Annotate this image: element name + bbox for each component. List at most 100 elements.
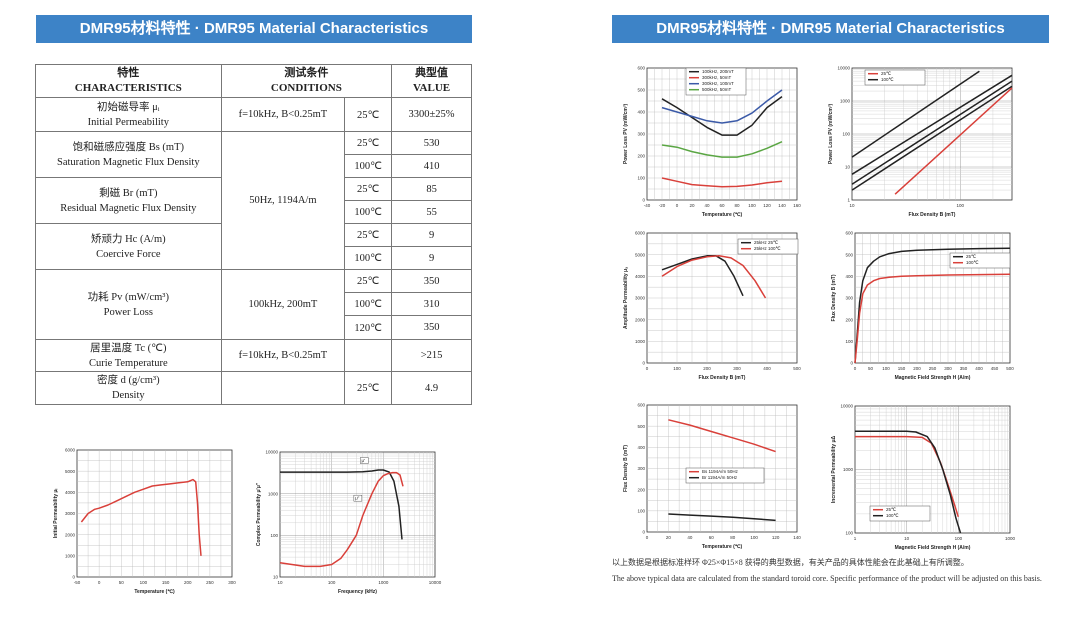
x-tick-label: 250 xyxy=(206,580,214,585)
x-tick-label: 400 xyxy=(763,366,771,371)
x-tick-label: 100 xyxy=(957,203,965,208)
series-line xyxy=(894,87,1013,195)
y-tick-label: 1000 xyxy=(268,491,279,496)
y-tick-label: 2000 xyxy=(65,532,76,537)
y-tick-label: 100 xyxy=(637,508,645,513)
header-value: 典型值 VALUE xyxy=(391,64,472,98)
x-tick-label: 120 xyxy=(763,203,771,208)
series-line xyxy=(280,469,403,540)
temperature-cell: 25℃ xyxy=(344,223,393,247)
series-line xyxy=(854,247,1011,364)
x-tick-label: 60 xyxy=(709,535,715,540)
legend-box xyxy=(869,505,931,522)
property-cell: 密度 d (g/cm³) Density xyxy=(35,371,222,405)
y-tick-label: 500 xyxy=(845,252,853,257)
y-axis-label: Initial Permeability μᵢ xyxy=(53,489,59,539)
legend-label: 100℃ xyxy=(881,77,895,82)
amplitude-permeability-chart: 0 100 200 300 400 500010002000300040005000600… xyxy=(623,231,801,381)
x-tick-label: 200 xyxy=(184,580,192,585)
value-cell: 9 xyxy=(391,246,472,270)
legend-box xyxy=(685,467,765,484)
x-tick-label: 300 xyxy=(733,366,741,371)
temperature-cell: 25℃ xyxy=(344,269,393,293)
y-tick-label: 4000 xyxy=(65,490,76,495)
plot-area xyxy=(279,451,436,578)
condition-cell: 50Hz, 1194A/m xyxy=(220,131,346,270)
x-tick-label: -40 xyxy=(644,203,651,208)
y-tick-label: 0 xyxy=(642,361,645,366)
value-cell: 350 xyxy=(391,269,472,293)
legend-label: Br 1194A/m 50Hz xyxy=(702,475,738,480)
x-axis-label: Temperature (℃) xyxy=(134,588,175,595)
x-tick-label: 0 xyxy=(676,203,679,208)
value-cell: 350 xyxy=(391,315,472,340)
x-tick-label: -20 xyxy=(659,203,666,208)
x-tick-label: 0 xyxy=(854,366,857,371)
grid xyxy=(855,233,1010,363)
legend-label: Bs 1194A/m 50Hz xyxy=(702,469,739,474)
temperature-cell: 25℃ xyxy=(344,131,393,155)
x-tick-label: 10 xyxy=(277,580,283,585)
permeability-vs-temperature-chart: -50 0 50 100 150 200 250 3000100020003000400050… xyxy=(53,448,236,595)
x-tick-label: 100 xyxy=(750,535,758,540)
legend-label: 100℃ xyxy=(966,260,980,265)
legend-label: 100℃ xyxy=(886,513,900,518)
y-tick-label: 500 xyxy=(637,424,645,429)
y-tick-label: 100 xyxy=(845,531,853,536)
x-axis-label: Temperature (℃) xyxy=(702,211,743,218)
property-cell: 剩磁 Br (mT) Residual Magnetic Flux Density xyxy=(35,177,222,224)
value-cell: 9 xyxy=(391,223,472,247)
x-tick-label: 10000 xyxy=(429,580,442,585)
legend-label: 300kHz, 100mT xyxy=(702,81,734,86)
series-line xyxy=(851,74,1013,175)
power-loss-vs-temperature-chart: -40 -20 0 20 40 60 80 100 120 140 160 0 100 200 300 400… xyxy=(623,66,801,218)
legend-box xyxy=(685,67,747,96)
y-tick-label: 3000 xyxy=(635,296,646,301)
y-tick-label: 100 xyxy=(845,339,853,344)
series-line xyxy=(661,95,783,136)
x-tick-label: 100 xyxy=(955,536,963,541)
x-tick-label: 150 xyxy=(898,366,906,371)
table-row: 居里温度 Tc (℃) Curie Temperature f=10kHz, B<… xyxy=(35,339,472,372)
legend-box xyxy=(737,238,799,255)
y-tick-label: 1000 xyxy=(635,339,646,344)
series-line xyxy=(668,513,776,522)
y-axis-label: Amplitude Permeability μₐ xyxy=(623,267,629,329)
y-tick-label: 0 xyxy=(642,530,645,535)
header-conditions: 测试条件 CONDITIONS xyxy=(220,64,393,98)
x-tick-label: 400 xyxy=(975,366,983,371)
right-page-title: DMR95材料特性 · DMR95 Material Characteristi… xyxy=(612,15,1049,43)
x-axis-label: Flux Density B (mT) xyxy=(699,375,746,381)
curve-tag-box xyxy=(353,494,363,502)
grid xyxy=(280,452,435,577)
y-tick-label: 0 xyxy=(642,198,645,203)
x-tick-label: 200 xyxy=(913,366,921,371)
complex-permeability-vs-frequency-chart: 10 100 1000 10000 10 100 1000 10000 Frequency (k… xyxy=(256,450,442,595)
y-tick-label: 600 xyxy=(637,66,645,71)
value-cell: 55 xyxy=(391,200,472,224)
x-tick-label: 60 xyxy=(719,203,725,208)
x-tick-label: 500 xyxy=(793,366,801,371)
value-cell: >215 xyxy=(391,339,472,372)
x-tick-label: 100 xyxy=(748,203,756,208)
x-tick-label: 50 xyxy=(119,580,125,585)
temperature-cell: 25℃ xyxy=(344,371,393,405)
curve-tag-label: μ' xyxy=(362,458,366,463)
x-tick-label: 1000 xyxy=(378,580,389,585)
x-tick-label: 140 xyxy=(778,203,786,208)
x-tick-label: 120 xyxy=(772,535,780,540)
x-tick-label: 100 xyxy=(882,366,890,371)
y-tick-label: 0 xyxy=(72,575,75,580)
condition-cell: f=10kHz, B<0.25mT xyxy=(220,97,346,132)
x-tick-label: 40 xyxy=(704,203,710,208)
footnote-english: The above typical data are calculated fr… xyxy=(612,574,1042,583)
property-cell: 矫顽力 Hc (A/m) Coercive Force xyxy=(35,223,222,270)
property-cell: 初始磁导率 μᵢ Initial Permeability xyxy=(35,97,222,132)
legend-label: 500kHz, 50mT xyxy=(702,87,732,92)
value-cell: 85 xyxy=(391,177,472,201)
legend-label: 300kHz, 50mT xyxy=(702,75,732,80)
